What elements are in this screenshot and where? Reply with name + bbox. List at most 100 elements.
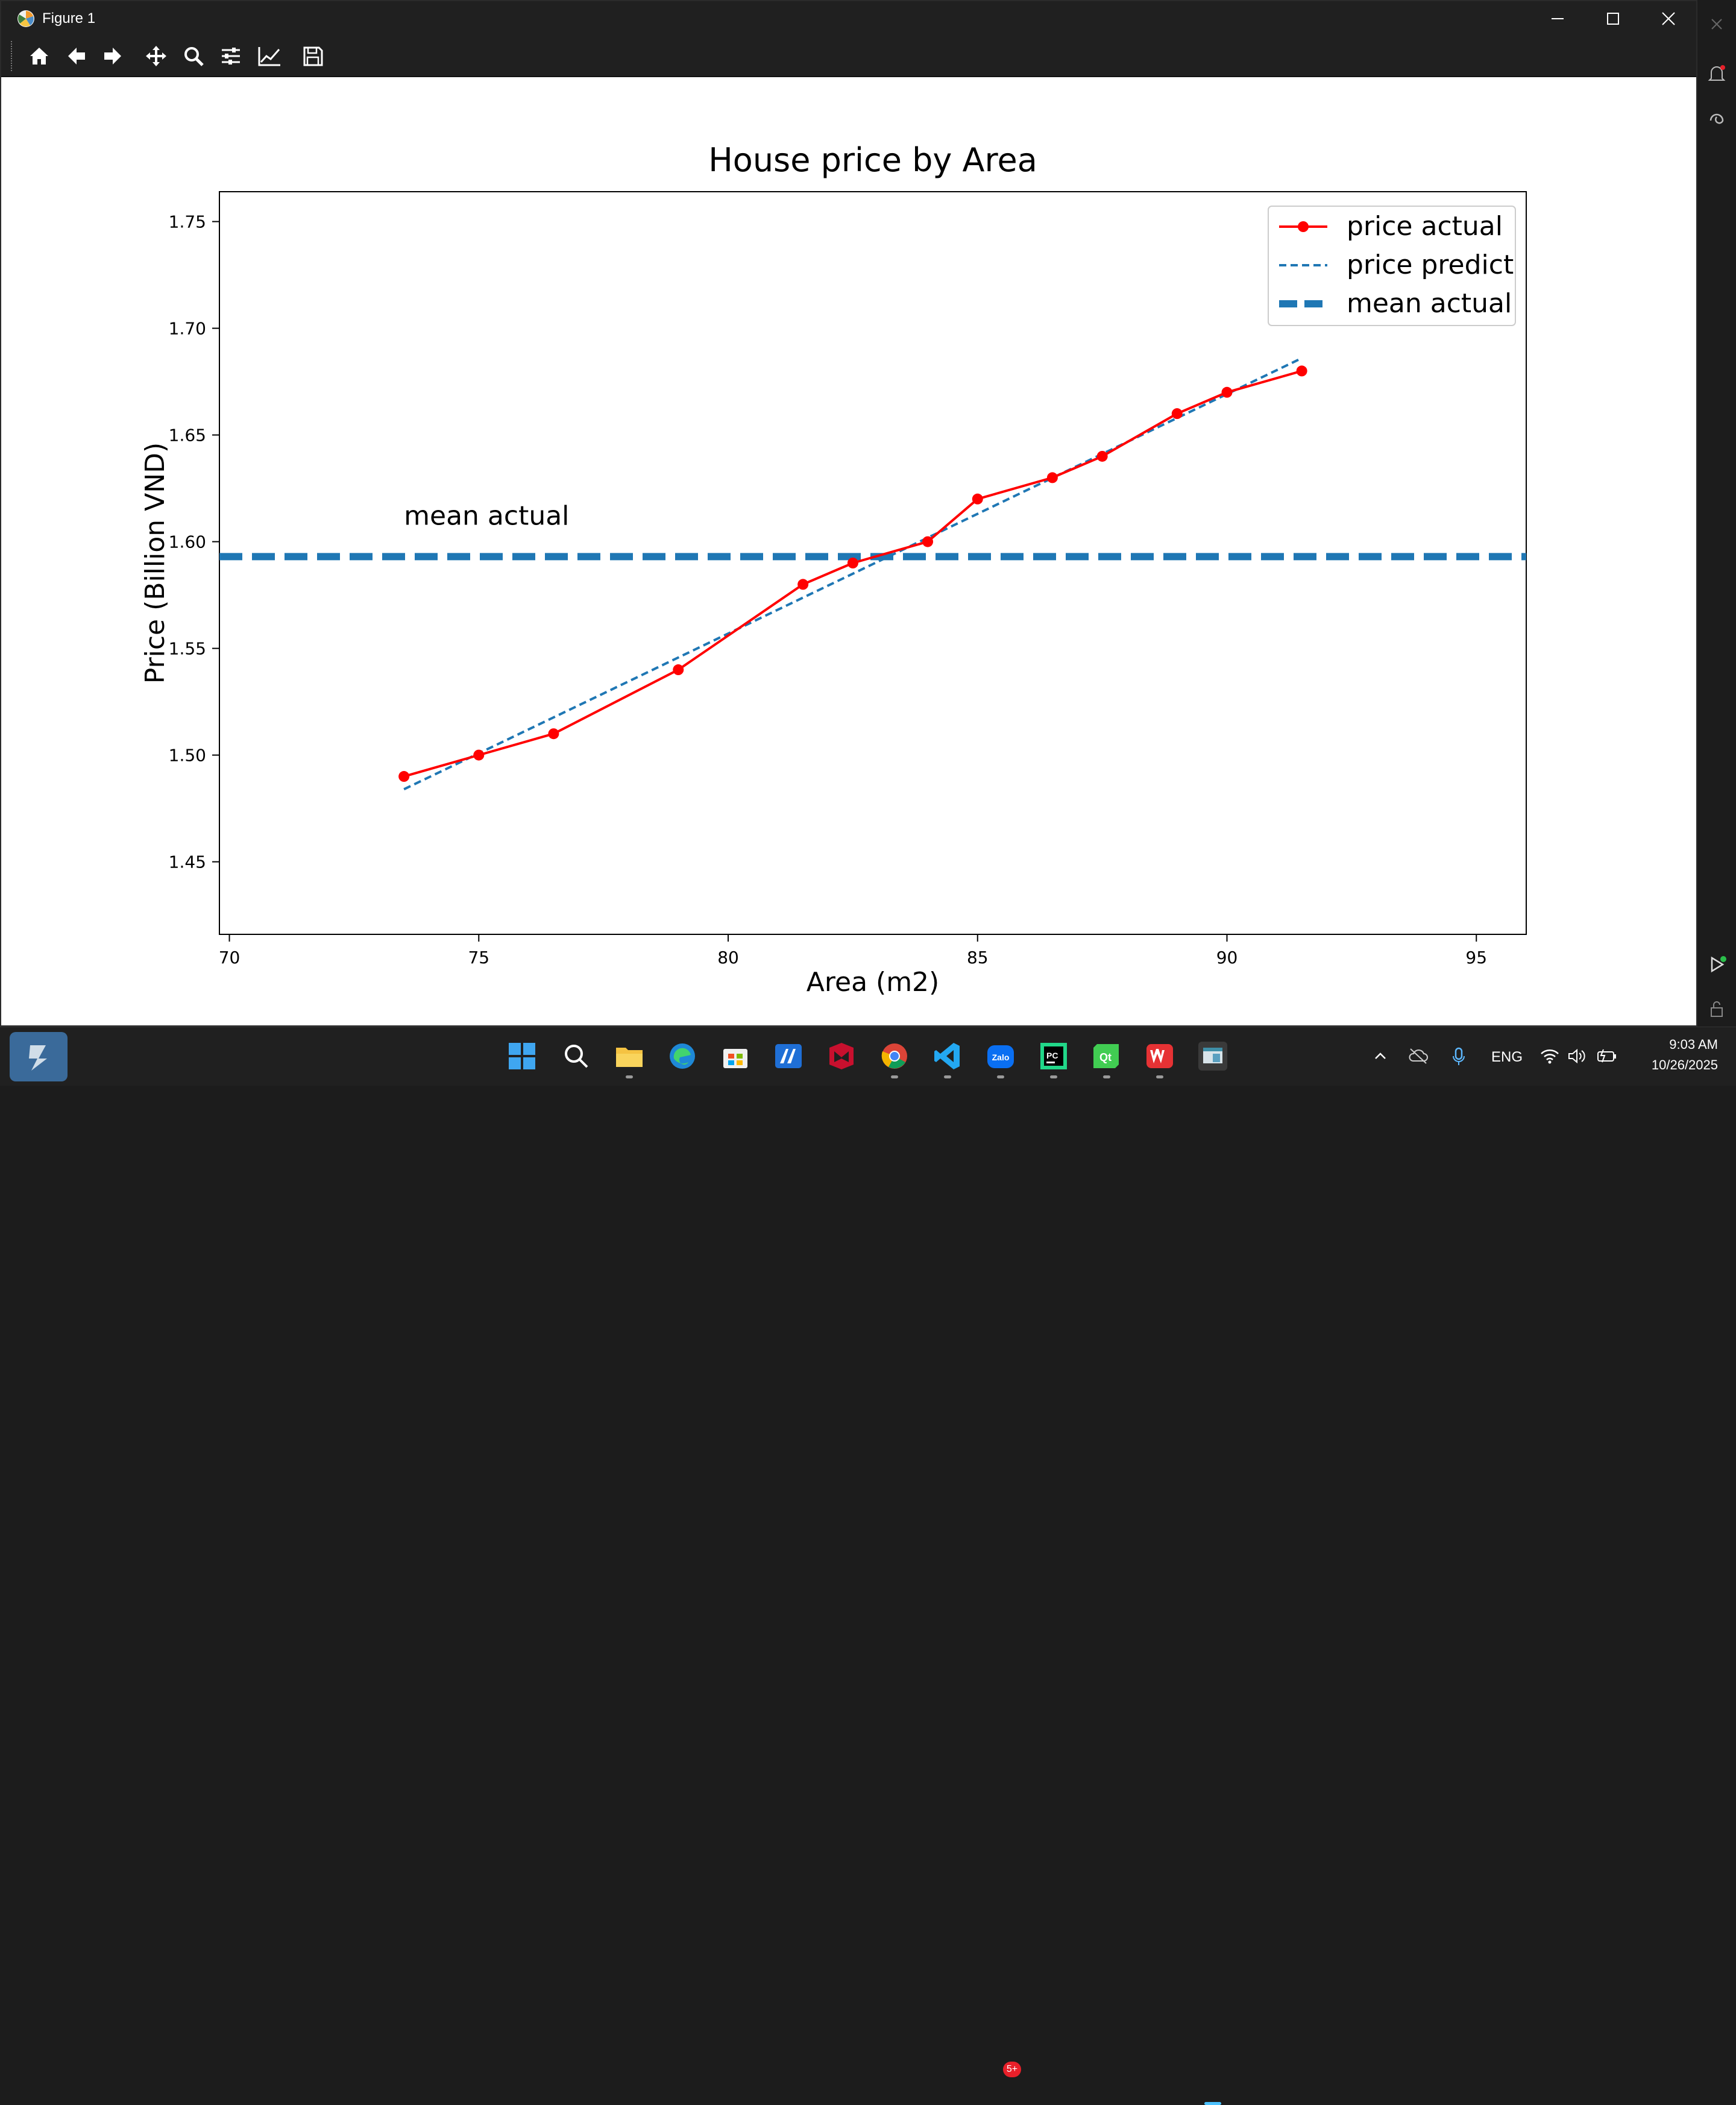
series-group — [219, 357, 1526, 791]
play-icon[interactable] — [1706, 954, 1728, 975]
running-indicator — [944, 1075, 951, 1078]
chevron-up-icon[interactable] — [1372, 1048, 1389, 1065]
language-indicator[interactable]: ENG — [1491, 1049, 1523, 1065]
widgets-button[interactable] — [10, 1032, 68, 1081]
chrome-icon[interactable] — [879, 1040, 910, 1072]
store-icon[interactable] — [720, 1040, 751, 1072]
search-icon[interactable] — [561, 1040, 592, 1072]
x-tick-label: 75 — [468, 948, 489, 968]
qt-icon[interactable]: Qt — [1091, 1040, 1122, 1072]
zalo-icon[interactable]: Zalo — [985, 1040, 1016, 1072]
copilot-icon[interactable] — [1706, 110, 1728, 131]
home-button[interactable] — [24, 41, 54, 71]
pycharm-icon[interactable]: PC — [1038, 1040, 1069, 1072]
microphone-icon[interactable] — [1450, 1046, 1467, 1067]
zalo-badge: 5+ — [1003, 2062, 1021, 2077]
clock-time[interactable]: 9:03 AM — [1669, 1037, 1718, 1052]
price-actual-point — [1046, 472, 1058, 483]
mcafee-icon[interactable] — [826, 1040, 857, 1072]
maximize-button[interactable] — [1585, 1, 1641, 36]
axis-ticks: 70 75 80 85 90 95 1.45 1.50 1.55 1.60 1.65 1.70 1.75 — [169, 212, 1487, 968]
running-indicator — [997, 1075, 1004, 1078]
running-indicator — [1050, 1075, 1057, 1078]
y-tick-label: 1.45 — [169, 852, 206, 872]
running-indicator — [1156, 1075, 1163, 1078]
y-axis-label: Price (Billion VND) — [140, 442, 171, 684]
home-icon — [30, 48, 48, 65]
cloud-off-icon[interactable] — [1408, 1046, 1429, 1066]
figure-window-icon[interactable] — [1197, 1040, 1228, 1072]
y-tick-label: 1.55 — [169, 639, 206, 659]
trend-line-icon — [258, 47, 280, 66]
wifi-icon[interactable] — [1539, 1048, 1560, 1065]
magnifier-icon — [184, 47, 204, 66]
y-tick-label: 1.60 — [169, 532, 206, 552]
price-actual-point — [548, 728, 559, 740]
speaker-icon[interactable] — [1567, 1048, 1587, 1065]
legend[interactable]: price actual price predict mean actual — [1268, 206, 1516, 326]
price-actual-point — [797, 579, 809, 590]
active-indicator — [1204, 2102, 1221, 2105]
price-actual-point — [1221, 386, 1233, 398]
windows-logo-icon[interactable] — [506, 1040, 538, 1072]
x-tick-label: 90 — [1216, 948, 1238, 968]
close-icon[interactable] — [1706, 13, 1728, 35]
svg-text:Qt: Qt — [1099, 1051, 1112, 1063]
y-tick-label: 1.75 — [169, 212, 206, 232]
maximize-icon — [1607, 13, 1619, 25]
x-tick-label: 85 — [967, 948, 989, 968]
x-tick-label: 95 — [1465, 948, 1487, 968]
svg-text:PC: PC — [1046, 1051, 1058, 1060]
floppy-disk-icon — [303, 46, 323, 66]
price-actual-point — [972, 493, 983, 505]
app-a-icon[interactable] — [773, 1040, 804, 1072]
edge-icon[interactable] — [667, 1040, 698, 1072]
arrow-left-icon — [68, 48, 85, 65]
running-indicator — [891, 1075, 898, 1078]
figure-window: Figure 1 — [0, 0, 1697, 1027]
legend-price-actual-marker — [1298, 221, 1309, 232]
close-button[interactable] — [1641, 1, 1696, 36]
running-indicator — [626, 1075, 633, 1078]
price-predict-line — [403, 357, 1303, 791]
notification-bell-icon[interactable] — [1706, 63, 1728, 84]
y-tick-label: 1.65 — [169, 426, 206, 445]
window-title: Figure 1 — [42, 10, 96, 27]
pan-button[interactable] — [141, 41, 171, 71]
forward-button[interactable] — [98, 41, 128, 71]
clock-date[interactable]: 10/26/2025 — [1651, 1057, 1718, 1072]
wps-icon[interactable] — [1144, 1040, 1175, 1072]
x-axis-label: Area (m2) — [807, 967, 939, 998]
price-actual-point — [1171, 408, 1183, 420]
battery-icon[interactable] — [1596, 1048, 1618, 1065]
y-tick-label: 1.50 — [169, 746, 206, 766]
running-indicator — [1103, 1075, 1110, 1078]
legend-box — [1268, 206, 1516, 326]
minimize-icon — [1552, 18, 1564, 19]
price-actual-point — [922, 536, 934, 547]
plot-area: House price by Area Area (m2) Price (Bil… — [140, 141, 1527, 998]
y-tick-label: 1.70 — [169, 319, 206, 339]
toolbar-grip[interactable] — [11, 41, 14, 71]
matplotlib-logo-icon — [17, 10, 34, 27]
title-bar[interactable]: Figure 1 — [1, 1, 1696, 36]
save-button[interactable] — [298, 41, 328, 71]
price-actual-point — [1296, 365, 1307, 377]
minimize-button[interactable] — [1530, 1, 1585, 36]
figure-canvas[interactable]: House price by Area Area (m2) Price (Bil… — [8, 77, 1696, 1025]
legend-price-predict-label: price predict — [1347, 250, 1514, 280]
lock-icon[interactable] — [1706, 998, 1728, 1020]
svg-text:Zalo: Zalo — [992, 1052, 1010, 1062]
price-actual-point — [1096, 450, 1108, 462]
configure-subplots-button[interactable] — [216, 41, 246, 71]
back-button[interactable] — [61, 41, 92, 71]
price-actual-point — [398, 771, 410, 782]
folder-icon[interactable] — [614, 1040, 645, 1072]
taskbar: Zalo 5+ PC Qt ENG 9:03 AM 10/26/2025 — [0, 1027, 1736, 2105]
legend-price-actual-label: price actual — [1347, 211, 1503, 242]
zoom-button[interactable] — [178, 41, 209, 71]
move-icon — [146, 46, 166, 66]
vscode-icon[interactable] — [932, 1040, 963, 1072]
widget-app-icon — [29, 1045, 47, 1071]
edit-axes-button[interactable] — [253, 41, 283, 71]
